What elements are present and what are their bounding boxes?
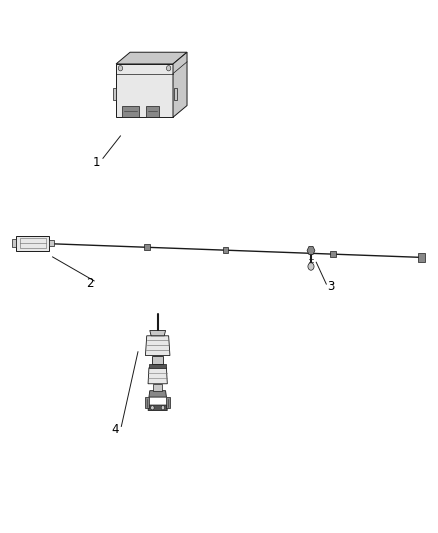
Polygon shape <box>418 253 425 262</box>
Polygon shape <box>113 88 116 100</box>
Text: 2: 2 <box>86 277 94 290</box>
Polygon shape <box>223 247 229 253</box>
Polygon shape <box>145 397 149 408</box>
Polygon shape <box>12 239 17 247</box>
Text: 1: 1 <box>92 156 100 169</box>
Circle shape <box>161 406 165 410</box>
Polygon shape <box>173 52 187 117</box>
Polygon shape <box>307 246 315 255</box>
Polygon shape <box>330 251 336 257</box>
Polygon shape <box>149 391 166 397</box>
Circle shape <box>151 406 154 410</box>
Polygon shape <box>144 244 149 251</box>
Polygon shape <box>145 336 170 356</box>
Circle shape <box>308 263 314 270</box>
Text: 3: 3 <box>327 280 334 293</box>
Polygon shape <box>152 356 163 364</box>
Polygon shape <box>146 106 159 117</box>
Polygon shape <box>148 368 167 384</box>
Polygon shape <box>148 405 167 410</box>
Polygon shape <box>149 364 166 368</box>
Circle shape <box>118 66 123 71</box>
Polygon shape <box>49 240 53 246</box>
Polygon shape <box>116 64 173 117</box>
Polygon shape <box>122 106 139 117</box>
Circle shape <box>166 66 171 71</box>
Text: 4: 4 <box>111 423 119 435</box>
Polygon shape <box>150 330 166 336</box>
Polygon shape <box>153 384 162 391</box>
Polygon shape <box>166 397 170 408</box>
Polygon shape <box>116 52 187 64</box>
Polygon shape <box>17 236 49 251</box>
Polygon shape <box>174 88 177 100</box>
